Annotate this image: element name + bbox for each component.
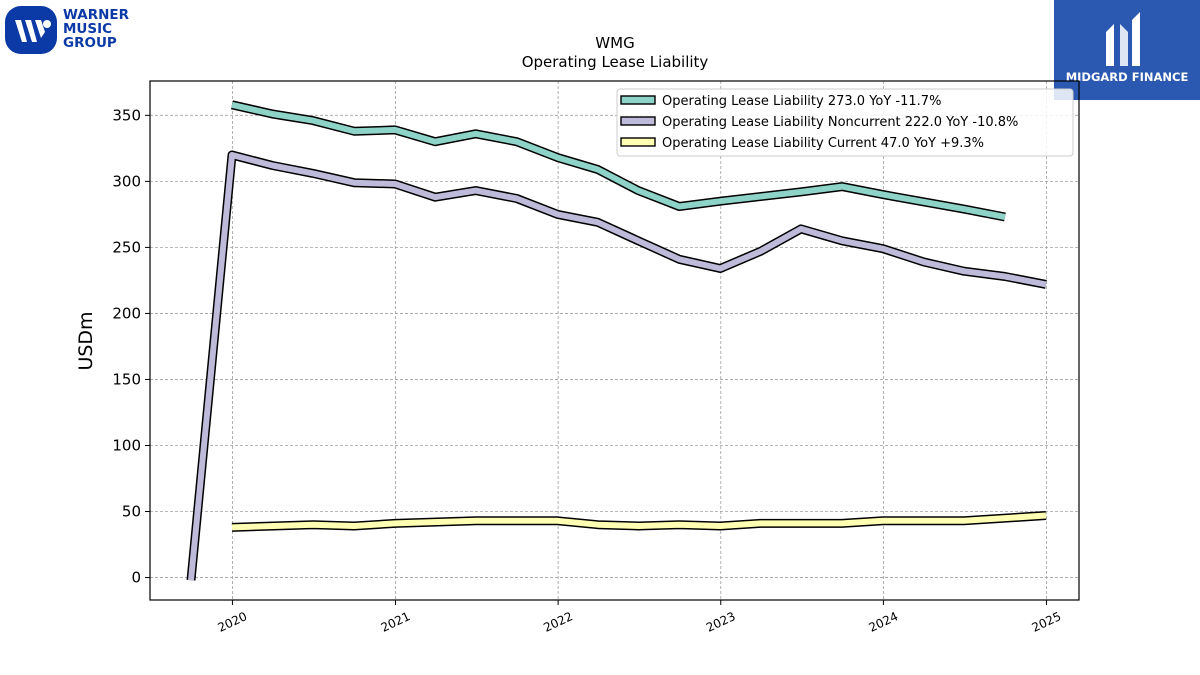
y-tick-label: 0 — [131, 569, 141, 587]
series-line-fill — [231, 101, 1006, 220]
series-lines — [186, 100, 1047, 581]
y-axis: 0 50 100 150 200 250 300 350 — [112, 106, 150, 587]
y-axis-label: USDm — [75, 311, 97, 370]
plot-frame — [149, 80, 1080, 601]
y-tick-label: 50 — [122, 503, 141, 521]
legend-box — [616, 88, 1074, 157]
chart-title: WMG — [595, 34, 634, 52]
legend-swatch — [620, 95, 656, 105]
y-tick-label: 150 — [112, 370, 141, 388]
x-tick-label: 2024 — [867, 609, 901, 635]
wmg-logo-text: WARNER MUSIC GROUP — [63, 7, 130, 51]
series-line-operating-lease-liability — [231, 100, 1006, 222]
series-line-noncurrent — [186, 150, 1047, 581]
legend-swatch — [620, 137, 656, 147]
x-axis: 2020 2021 2022 2023 2024 2025 — [216, 600, 1064, 635]
wmg-logo-mark-icon — [5, 6, 57, 54]
midgard-finance-logo: MIDGARD FINANCE — [1054, 0, 1200, 100]
x-tick-label: 2020 — [216, 609, 250, 635]
legend-label: Operating Lease Liability 273.0 YoY -11.… — [662, 94, 941, 109]
midgard-logo-text: MIDGARD FINANCE — [1065, 70, 1189, 84]
x-tick-label: 2021 — [379, 609, 413, 635]
legend-swatch — [620, 116, 656, 126]
midgard-logo-mark-icon — [1106, 12, 1140, 66]
y-tick-label: 100 — [112, 436, 141, 454]
wmg-logo: WARNER MUSIC GROUP — [5, 6, 140, 56]
x-tick-label: 2025 — [1030, 609, 1064, 635]
series-line-fill — [231, 512, 1047, 531]
series-line-fill — [188, 152, 1047, 581]
legend-label: Operating Lease Liability Current 47.0 Y… — [662, 136, 984, 151]
x-tick-label: 2022 — [541, 609, 575, 635]
legend-item: Operating Lease Liability 273.0 YoY -11.… — [620, 94, 941, 109]
y-tick-label: 200 — [112, 304, 141, 322]
legend-label: Operating Lease Liability Noncurrent 222… — [662, 115, 1018, 130]
y-tick-label: 250 — [112, 238, 141, 256]
y-tick-label: 350 — [112, 106, 141, 124]
legend: Operating Lease Liability 273.0 YoY -11.… — [616, 88, 1074, 157]
series-line-current — [231, 511, 1047, 532]
x-tick-label: 2023 — [704, 609, 738, 635]
chart-subtitle: Operating Lease Liability — [522, 53, 709, 71]
y-tick-label: 300 — [112, 172, 141, 190]
legend-item: Operating Lease Liability Noncurrent 222… — [620, 115, 1018, 130]
legend-item: Operating Lease Liability Current 47.0 Y… — [620, 136, 984, 151]
